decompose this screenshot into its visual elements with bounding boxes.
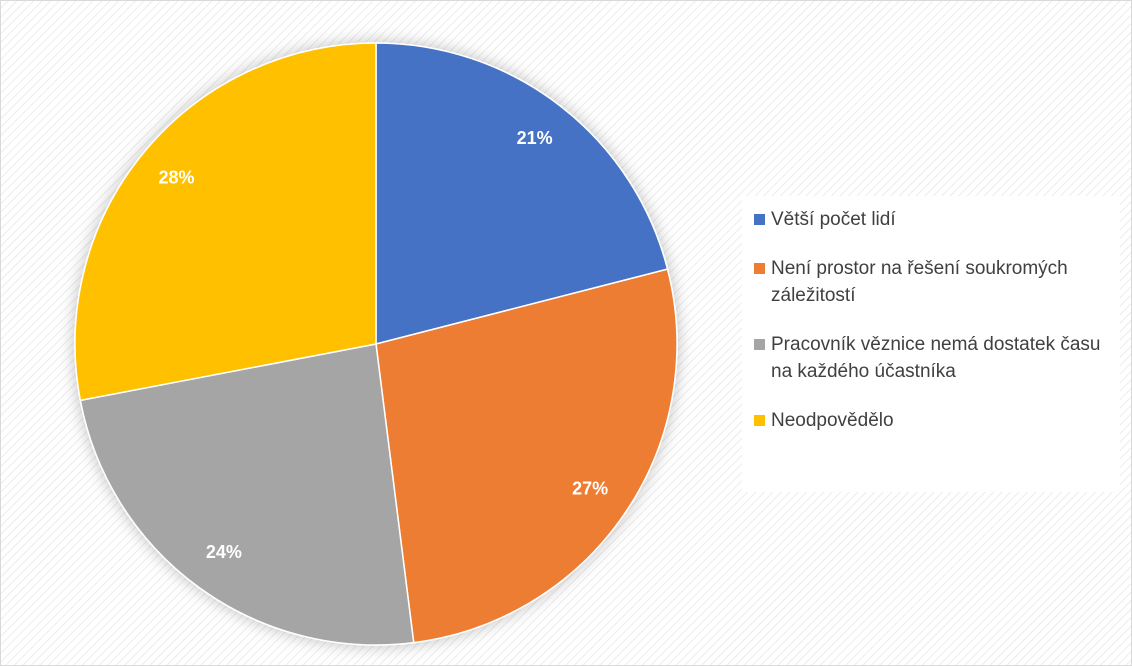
legend-entry: Neodpovědělo [754, 407, 1112, 434]
legend-entry: Není prostor na řešení soukromých záleži… [754, 255, 1112, 309]
legend-entry: Pracovník věznice nemá dostatek času na … [754, 331, 1112, 385]
legend-entry: Větší počet lidí [754, 206, 1112, 233]
legend: Větší počet lidí Není prostor na řešení s… [742, 196, 1120, 492]
pie-slice [375, 268, 678, 644]
data-label: 24% [206, 542, 242, 562]
legend-swatch [754, 339, 765, 350]
pie-slice [79, 343, 415, 646]
data-label: 21% [517, 128, 553, 148]
legend-label: Neodpovědělo [771, 410, 894, 431]
legend-swatch [754, 263, 765, 274]
data-labels: 21% 27% 24% 28% [159, 128, 609, 562]
legend-label: Není prostor na řešení soukromých záleži… [771, 258, 1068, 306]
data-label: 27% [572, 478, 608, 498]
pie-slice [375, 42, 669, 345]
pie [74, 42, 678, 646]
legend-label: Větší počet lidí [771, 209, 896, 230]
pie-slice [74, 42, 377, 402]
legend-swatch [754, 214, 765, 225]
legend-label: Pracovník věznice nemá dostatek času na … [771, 334, 1101, 382]
legend-swatch [754, 415, 765, 426]
data-label: 28% [159, 168, 195, 188]
